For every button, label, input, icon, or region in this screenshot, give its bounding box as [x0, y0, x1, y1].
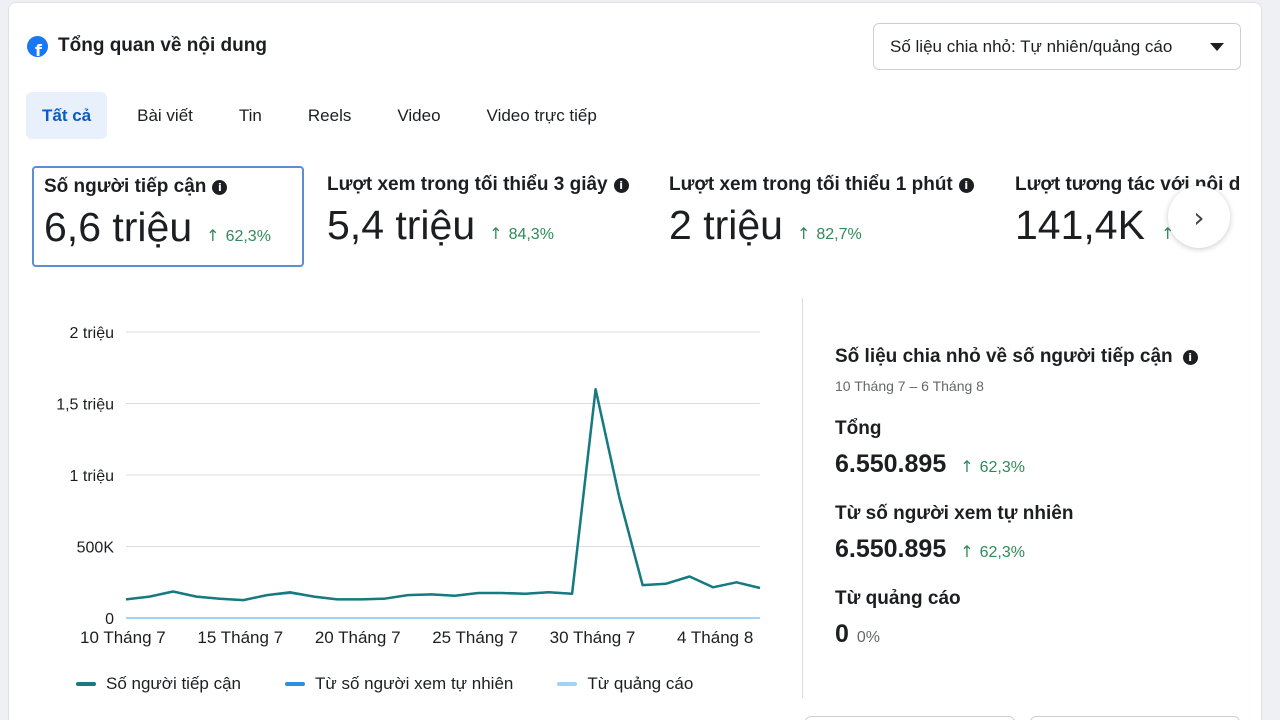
metric-change: 84,3%: [508, 226, 554, 243]
bottom-action-button[interactable]: [1030, 716, 1240, 720]
series-line-organic[interactable]: [125, 388, 761, 602]
facebook-logo-icon: f: [27, 35, 48, 57]
legend-label: Từ số người xem tự nhiên: [315, 674, 514, 693]
organic-change: 62,3%: [979, 544, 1025, 561]
y-tick-label: 0: [105, 611, 114, 628]
info-icon[interactable]: i: [958, 177, 974, 193]
metric-card-1m-views[interactable]: Lượt xem trong tối thiểu 1 phút i 2 triệu…: [659, 166, 994, 267]
legend-swatch: [76, 682, 96, 686]
metric-value: 141,4K: [1015, 202, 1145, 248]
next-metrics-button[interactable]: ›: [1168, 186, 1230, 248]
legend-swatch: [557, 682, 578, 686]
divider: [802, 298, 803, 698]
date-range: 10 Tháng 7 – 6 Tháng 8: [835, 378, 984, 394]
arrow-up-icon: ↑: [489, 224, 503, 243]
reach-breakdown-panel: Số liệu chia nhỏ về số người tiếp cận i 1…: [835, 346, 1235, 649]
content-overview-card: [8, 2, 1262, 720]
breakdown-dropdown[interactable]: Số liệu chia nhỏ: Tự nhiên/quảng cáo: [873, 23, 1241, 70]
metric-label: Lượt xem trong tối thiểu 3 giây: [327, 174, 608, 195]
chart-legend: Số người tiếp cận Từ số người xem tự nhi…: [76, 674, 693, 694]
breakdown-dropdown-label: Số liệu chia nhỏ: Tự nhiên/quảng cáo: [890, 36, 1173, 56]
arrow-up-icon: ↑: [796, 224, 811, 243]
tab-live-video[interactable]: Video trực tiếp: [486, 105, 597, 125]
legend-item-organic[interactable]: Từ số người xem tự nhiên: [285, 674, 513, 694]
arrow-up-icon: ↑: [960, 457, 974, 476]
legend-label: Từ quảng cáo: [587, 674, 694, 693]
legend-item-reach[interactable]: Số người tiếp cận: [76, 674, 241, 694]
x-tick-label: 15 Tháng 7: [197, 628, 283, 647]
total-change: 62,3%: [979, 459, 1025, 476]
reach-line-chart: 0 500K 1 triệu 1,5 triệu 2 triệu 10 Tháng 7 15…: [56, 325, 761, 647]
info-icon[interactable]: i: [613, 177, 629, 193]
legend-item-ads[interactable]: Từ quảng cáo: [557, 674, 693, 694]
arrow-up-icon: ↑: [960, 542, 974, 561]
x-tick-label: 20 Tháng 7: [315, 628, 401, 647]
total-value: 6.550.895: [835, 450, 947, 478]
tab-video[interactable]: Video: [397, 105, 441, 125]
bottom-action-button[interactable]: [805, 716, 1015, 720]
x-tick-label: 25 Tháng 7: [432, 628, 518, 647]
info-icon[interactable]: i: [212, 179, 228, 195]
x-tick-label: 4 Tháng 8: [677, 628, 753, 647]
ads-value: 0: [835, 620, 849, 648]
metric-value: 2 triệu: [669, 202, 783, 248]
legend-label: Số người tiếp cận: [106, 674, 241, 693]
page-header: f Tổng quan về nội dung: [27, 35, 267, 57]
info-icon[interactable]: i: [1182, 349, 1198, 365]
total-label: Tổng: [835, 418, 882, 439]
organic-value: 6.550.895: [835, 535, 947, 563]
metric-change: 82,7%: [816, 226, 862, 243]
arrow-up-icon: ↑: [206, 226, 220, 245]
content-tabs: Tất cả Bài viết Tin Reels Video Video tr…: [26, 92, 627, 139]
y-tick-label: 1,5 triệu: [56, 397, 114, 414]
tab-posts[interactable]: Bài viết: [137, 105, 193, 125]
metric-value: 6,6 triệu: [44, 204, 193, 250]
metric-cards: Số người tiếp cận i 6,6 triệu ↑ 62,3% Lượt…: [32, 166, 1240, 268]
organic-label: Từ số người xem tự nhiên: [835, 503, 1074, 524]
ads-label: Từ quảng cáo: [835, 588, 961, 609]
y-tick-label: 500K: [77, 540, 115, 557]
breakdown-title: Số liệu chia nhỏ về số người tiếp cận: [835, 346, 1173, 367]
metric-label: Số người tiếp cận: [44, 176, 207, 197]
metric-card-3s-views[interactable]: Lượt xem trong tối thiểu 3 giây i 5,4 tri…: [317, 166, 647, 267]
tab-reels[interactable]: Reels: [307, 105, 352, 125]
series-line-reach[interactable]: [125, 387, 761, 602]
tab-all[interactable]: Tất cả: [26, 92, 108, 139]
x-tick-label: 10 Tháng 7: [80, 628, 166, 647]
x-tick-label: 30 Tháng 7: [550, 628, 636, 647]
metric-card-reach[interactable]: Số người tiếp cận i 6,6 triệu ↑ 62,3%: [32, 166, 304, 267]
y-tick-label: 1 triệu: [70, 468, 114, 485]
tab-stories[interactable]: Tin: [238, 105, 262, 125]
chevron-right-icon: ›: [1193, 200, 1205, 234]
page-title: Tổng quan về nội dung: [58, 35, 267, 56]
ads-change: 0%: [856, 629, 881, 646]
metric-change: 62,3%: [225, 228, 271, 245]
legend-swatch: [285, 682, 305, 686]
metric-label: Lượt xem trong tối thiểu 1 phút: [669, 174, 953, 195]
metric-value: 5,4 triệu: [327, 202, 476, 248]
caret-down-icon: [1210, 42, 1224, 51]
y-tick-label: 2 triệu: [70, 325, 114, 342]
